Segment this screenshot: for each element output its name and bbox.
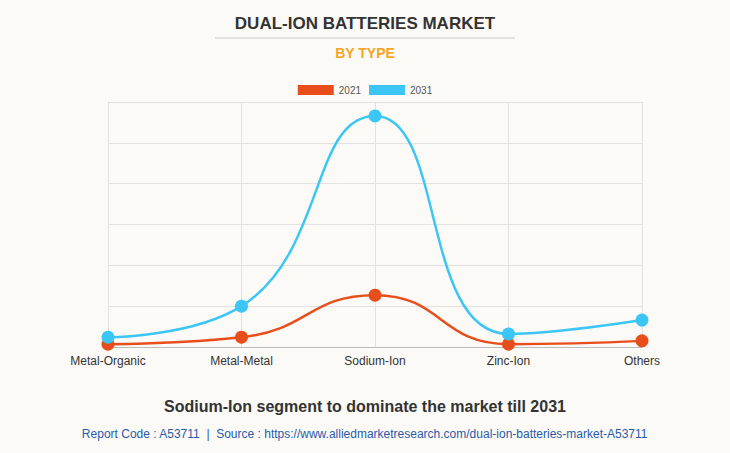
svg-text:Sodium-Ion segment to dominate: Sodium-Ion segment to dominate the marke…: [164, 398, 566, 415]
svg-text:Zinc-Ion: Zinc-Ion: [487, 354, 530, 368]
svg-text:Metal-Organic: Metal-Organic: [70, 354, 145, 368]
svg-text:Metal-Metal: Metal-Metal: [210, 354, 273, 368]
svg-text:Others: Others: [624, 354, 660, 368]
svg-text:2021: 2021: [339, 85, 362, 96]
svg-text:BY TYPE: BY TYPE: [335, 45, 395, 61]
svg-text:2031: 2031: [410, 85, 433, 96]
svg-text:DUAL-ION BATTERIES MARKET: DUAL-ION BATTERIES MARKET: [235, 14, 496, 33]
svg-text:Sodium-Ion: Sodium-Ion: [344, 354, 405, 368]
svg-text:Report Code : A53711 | Sourc: Report Code : A53711 | Source : https://…: [82, 427, 648, 441]
